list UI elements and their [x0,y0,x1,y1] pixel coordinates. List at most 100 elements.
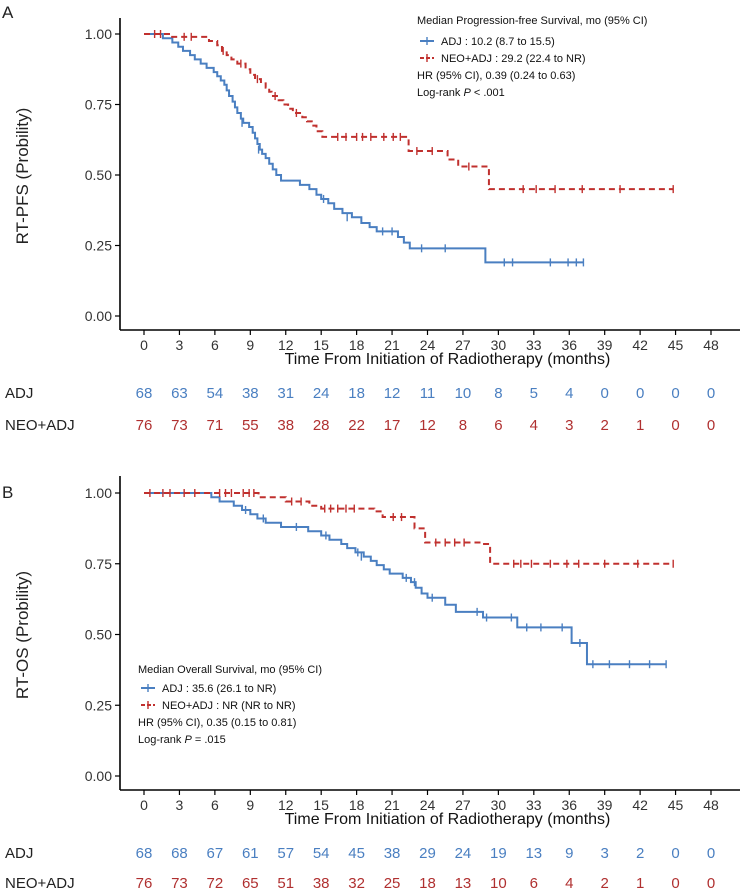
risk-count: 2 [601,875,609,892]
km-curve-neo-adj [144,33,674,191]
hazard-ratio: HR (95% CI), 0.35 (0.15 to 0.81) [138,717,296,729]
risk-row-label: ADJ [5,385,33,402]
x-tick-label: 0 [140,337,148,353]
log-rank-p: Log-rank P < .001 [417,87,505,99]
x-tick-label: 33 [526,337,542,353]
log-rank-prefix: Log-rank [417,87,463,99]
x-axis-label: Time From Initiation of Radiotherapy (mo… [285,811,611,828]
log-rank-p-symbol: P [184,734,192,746]
log-rank-p-symbol: P [463,87,471,99]
risk-count: 0 [671,385,679,402]
legend-entry: NEO+ADJ : 29.2 (22.4 to NR) [441,53,586,65]
legend-title: Median Overall Survival, mo (95% CI) [138,664,322,676]
risk-count: 25 [384,875,401,892]
x-tick-label: 39 [597,337,613,353]
risk-count: 76 [136,417,153,434]
risk-count: 2 [601,417,609,434]
risk-count: 0 [671,845,679,862]
log-rank-value: = .015 [192,734,226,746]
panel-letter: B [2,483,13,502]
risk-count: 63 [171,385,188,402]
y-axis-label: RT-OS (Probility) [13,571,32,699]
risk-count: 13 [455,875,472,892]
x-tick-label: 21 [384,337,400,353]
risk-count: 57 [277,845,294,862]
x-tick-label: 12 [278,337,294,353]
risk-count: 65 [242,875,259,892]
risk-count: 4 [565,385,573,402]
x-tick-label: 27 [455,337,471,353]
risk-count: 0 [671,875,679,892]
risk-count: 24 [455,845,472,862]
x-tick-label: 30 [491,337,507,353]
risk-count: 9 [565,845,573,862]
x-tick-label: 27 [455,797,471,813]
risk-count: 32 [348,875,365,892]
x-tick-label: 18 [349,337,365,353]
y-tick-label: 0.00 [85,308,112,324]
y-tick-label: 0.25 [85,238,112,254]
risk-count: 3 [565,417,573,434]
risk-count: 1 [636,875,644,892]
legend-title: Median Progression-free Survival, mo (95… [417,15,647,27]
risk-count: 1 [636,417,644,434]
risk-count: 22 [348,417,365,434]
risk-row-label: NEO+ADJ [5,417,75,434]
x-tick-label: 9 [246,337,254,353]
x-tick-label: 33 [526,797,542,813]
x-tick-label: 42 [632,337,648,353]
x-tick-label: 24 [420,797,436,813]
risk-count: 12 [384,385,401,402]
x-tick-label: 24 [420,337,436,353]
x-tick-label: 15 [313,337,329,353]
risk-count: 38 [277,417,294,434]
y-tick-label: 0.75 [85,97,112,113]
risk-count: 0 [707,875,715,892]
legend-entry: ADJ : 35.6 (26.1 to NR) [162,683,276,695]
risk-count: 18 [348,385,365,402]
x-tick-label: 45 [668,797,684,813]
x-tick-label: 21 [384,797,400,813]
x-tick-label: 36 [561,797,577,813]
km-curve-neo-adj [144,492,674,565]
x-tick-label: 15 [313,797,329,813]
risk-count: 12 [419,417,436,434]
risk-count: 8 [459,417,467,434]
risk-count: 17 [384,417,401,434]
risk-count: 61 [242,845,259,862]
log-rank-p: Log-rank P = .015 [138,734,226,746]
risk-count: 72 [207,875,224,892]
risk-count: 4 [565,875,573,892]
hazard-ratio: HR (95% CI), 0.39 (0.24 to 0.63) [417,70,575,82]
y-tick-label: 1.00 [85,485,112,501]
risk-count: 5 [530,385,538,402]
risk-count: 76 [136,875,153,892]
x-tick-label: 48 [703,797,719,813]
risk-count: 6 [494,417,502,434]
risk-count: 0 [671,417,679,434]
x-axis-label: Time From Initiation of Radiotherapy (mo… [285,351,611,368]
y-tick-label: 0.25 [85,697,112,713]
km-panel-b: B RT-OS (Probility) 0.00 0.25 0.50 0.75 1.00 0 3… [2,476,740,892]
legend-entry: NEO+ADJ : NR (NR to NR) [162,700,296,712]
risk-count: 2 [636,845,644,862]
risk-count: 29 [419,845,436,862]
x-tick-label: 6 [211,797,219,813]
legend: Median Overall Survival, mo (95% CI) ADJ … [138,664,322,746]
x-tick-label: 30 [491,797,507,813]
km-curve-adj [144,33,584,264]
km-curve-adj [144,492,667,666]
risk-count: 45 [348,845,365,862]
risk-count: 0 [601,385,609,402]
x-tick-label: 45 [668,337,684,353]
legend-entry: ADJ : 10.2 (8.7 to 15.5) [441,36,555,48]
x-tick-label: 9 [246,797,254,813]
risk-count: 38 [384,845,401,862]
risk-count: 68 [136,385,153,402]
risk-count: 28 [313,417,330,434]
risk-row-label: NEO+ADJ [5,875,75,892]
y-tick-label: 0.75 [85,556,112,572]
